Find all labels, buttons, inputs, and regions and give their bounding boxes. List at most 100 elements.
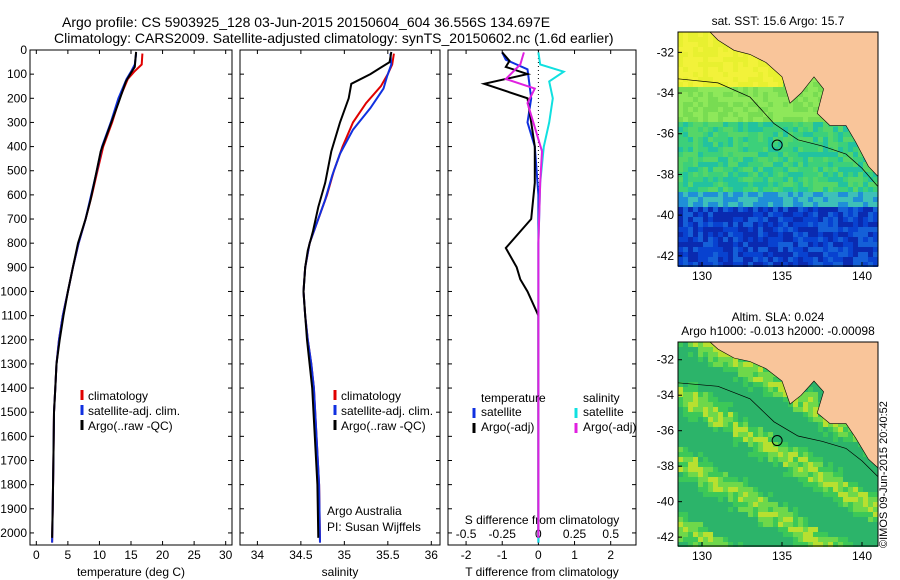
sst-map-cell [693, 132, 698, 137]
sst-map-cell [713, 102, 718, 107]
sla-map-cell [733, 377, 738, 382]
sla-map-cell [873, 502, 878, 507]
sst-map-cell [708, 77, 713, 82]
sla-map-cell [738, 527, 743, 532]
sla-map-cell [748, 412, 753, 417]
sst-map-cell [743, 217, 748, 222]
sla-map-cell [703, 472, 708, 477]
sla-map-cell [798, 487, 803, 492]
sst-map-cell [763, 212, 768, 217]
sla-map-cell [813, 507, 818, 512]
sst-map-cell [708, 212, 713, 217]
sst-map-cell [793, 207, 798, 212]
sla-map-cell [703, 412, 708, 417]
sst-map-cell [743, 167, 748, 172]
sst-map-cell [718, 157, 723, 162]
sla-map-cell [773, 477, 778, 482]
sst-map-cell [733, 262, 738, 267]
sst-map-cell [838, 232, 843, 237]
sst-map-cell [768, 232, 773, 237]
sst-map-cell [748, 67, 753, 72]
sla-map-cell [858, 512, 863, 517]
sla-map-cell [843, 462, 848, 467]
sst-map-cell [768, 167, 773, 172]
sst-map-cell [683, 72, 688, 77]
sst-map-cell [728, 107, 733, 112]
sla-map-cell [753, 422, 758, 427]
sst-map-cell [748, 172, 753, 177]
sla-map-cell [783, 532, 788, 537]
sst-map-cell [783, 122, 788, 127]
sla-map-cell [763, 447, 768, 452]
sst-map-cell [703, 162, 708, 167]
sla-map-cell [828, 532, 833, 537]
sla-map-cell [683, 537, 688, 542]
sst-map-cell [843, 212, 848, 217]
sst-map-cell [738, 132, 743, 137]
sla-map-cell [843, 502, 848, 507]
sla-map-cell [738, 532, 743, 537]
sst-map-cell [873, 257, 878, 262]
sst-map-cell [718, 67, 723, 72]
sla-map-cell [778, 407, 783, 412]
sla-map-cell [683, 347, 688, 352]
sst-map-cell [778, 82, 783, 87]
sla-map-cell [763, 377, 768, 382]
sla-map-cell [728, 502, 733, 507]
sla-map-cell [813, 482, 818, 487]
sla-map-cell [763, 457, 768, 462]
sla-map-cell [783, 412, 788, 417]
sla-map-cell [743, 397, 748, 402]
sla-map-cell [718, 407, 723, 412]
sst-map-cell [863, 217, 868, 222]
sst-map-cell [803, 132, 808, 137]
sst-map-cell [788, 157, 793, 162]
sst-map-cell [713, 52, 718, 57]
sst-map-cell [873, 242, 878, 247]
sst-map-cell [728, 237, 733, 242]
sla-map-cell [718, 487, 723, 492]
sst-map-cell [783, 102, 788, 107]
sla-map-cell [798, 527, 803, 532]
sst-map-cell [768, 137, 773, 142]
sst-map-cell [708, 67, 713, 72]
sla-map-cell [788, 442, 793, 447]
sst-map-cell [868, 217, 873, 222]
sla-map-cell [713, 407, 718, 412]
sst-map-cell [758, 182, 763, 187]
sst-map-cell [713, 122, 718, 127]
sst-map-cell [768, 162, 773, 167]
sla-map-cell [818, 477, 823, 482]
sst-map-cell [688, 217, 693, 222]
sla-map-cell [833, 447, 838, 452]
sst-map-cell [858, 222, 863, 227]
sla-map-cell [753, 477, 758, 482]
sla-map-cell [858, 507, 863, 512]
sla-map-cell [743, 382, 748, 387]
sst-map-cell [803, 217, 808, 222]
sst-map-cell [758, 127, 763, 132]
sla-map-cell [823, 472, 828, 477]
sst-map-cell [718, 242, 723, 247]
sst-map-cell [848, 147, 853, 152]
sla-map-cell [838, 502, 843, 507]
sla-map-cell [813, 422, 818, 427]
sla-map-cell [748, 527, 753, 532]
sst-map-cell [843, 177, 848, 182]
sst-map-cell [678, 47, 683, 52]
sst-map-cell [873, 177, 878, 182]
sst-map-cell [833, 242, 838, 247]
sla-map-cell [818, 502, 823, 507]
sla-map-cell [823, 467, 828, 472]
sla-map-cell [873, 497, 878, 502]
sst-map-cell [683, 177, 688, 182]
sst-map-cell [748, 122, 753, 127]
sst-map-cell [733, 62, 738, 67]
sla-map-cell [693, 427, 698, 432]
sst-map-cell [788, 252, 793, 257]
sla-map-cell [833, 517, 838, 522]
sst-map-cell [803, 137, 808, 142]
sla-map-cell [823, 492, 828, 497]
sla-map-cell [738, 542, 743, 547]
sst-map-cell [738, 127, 743, 132]
